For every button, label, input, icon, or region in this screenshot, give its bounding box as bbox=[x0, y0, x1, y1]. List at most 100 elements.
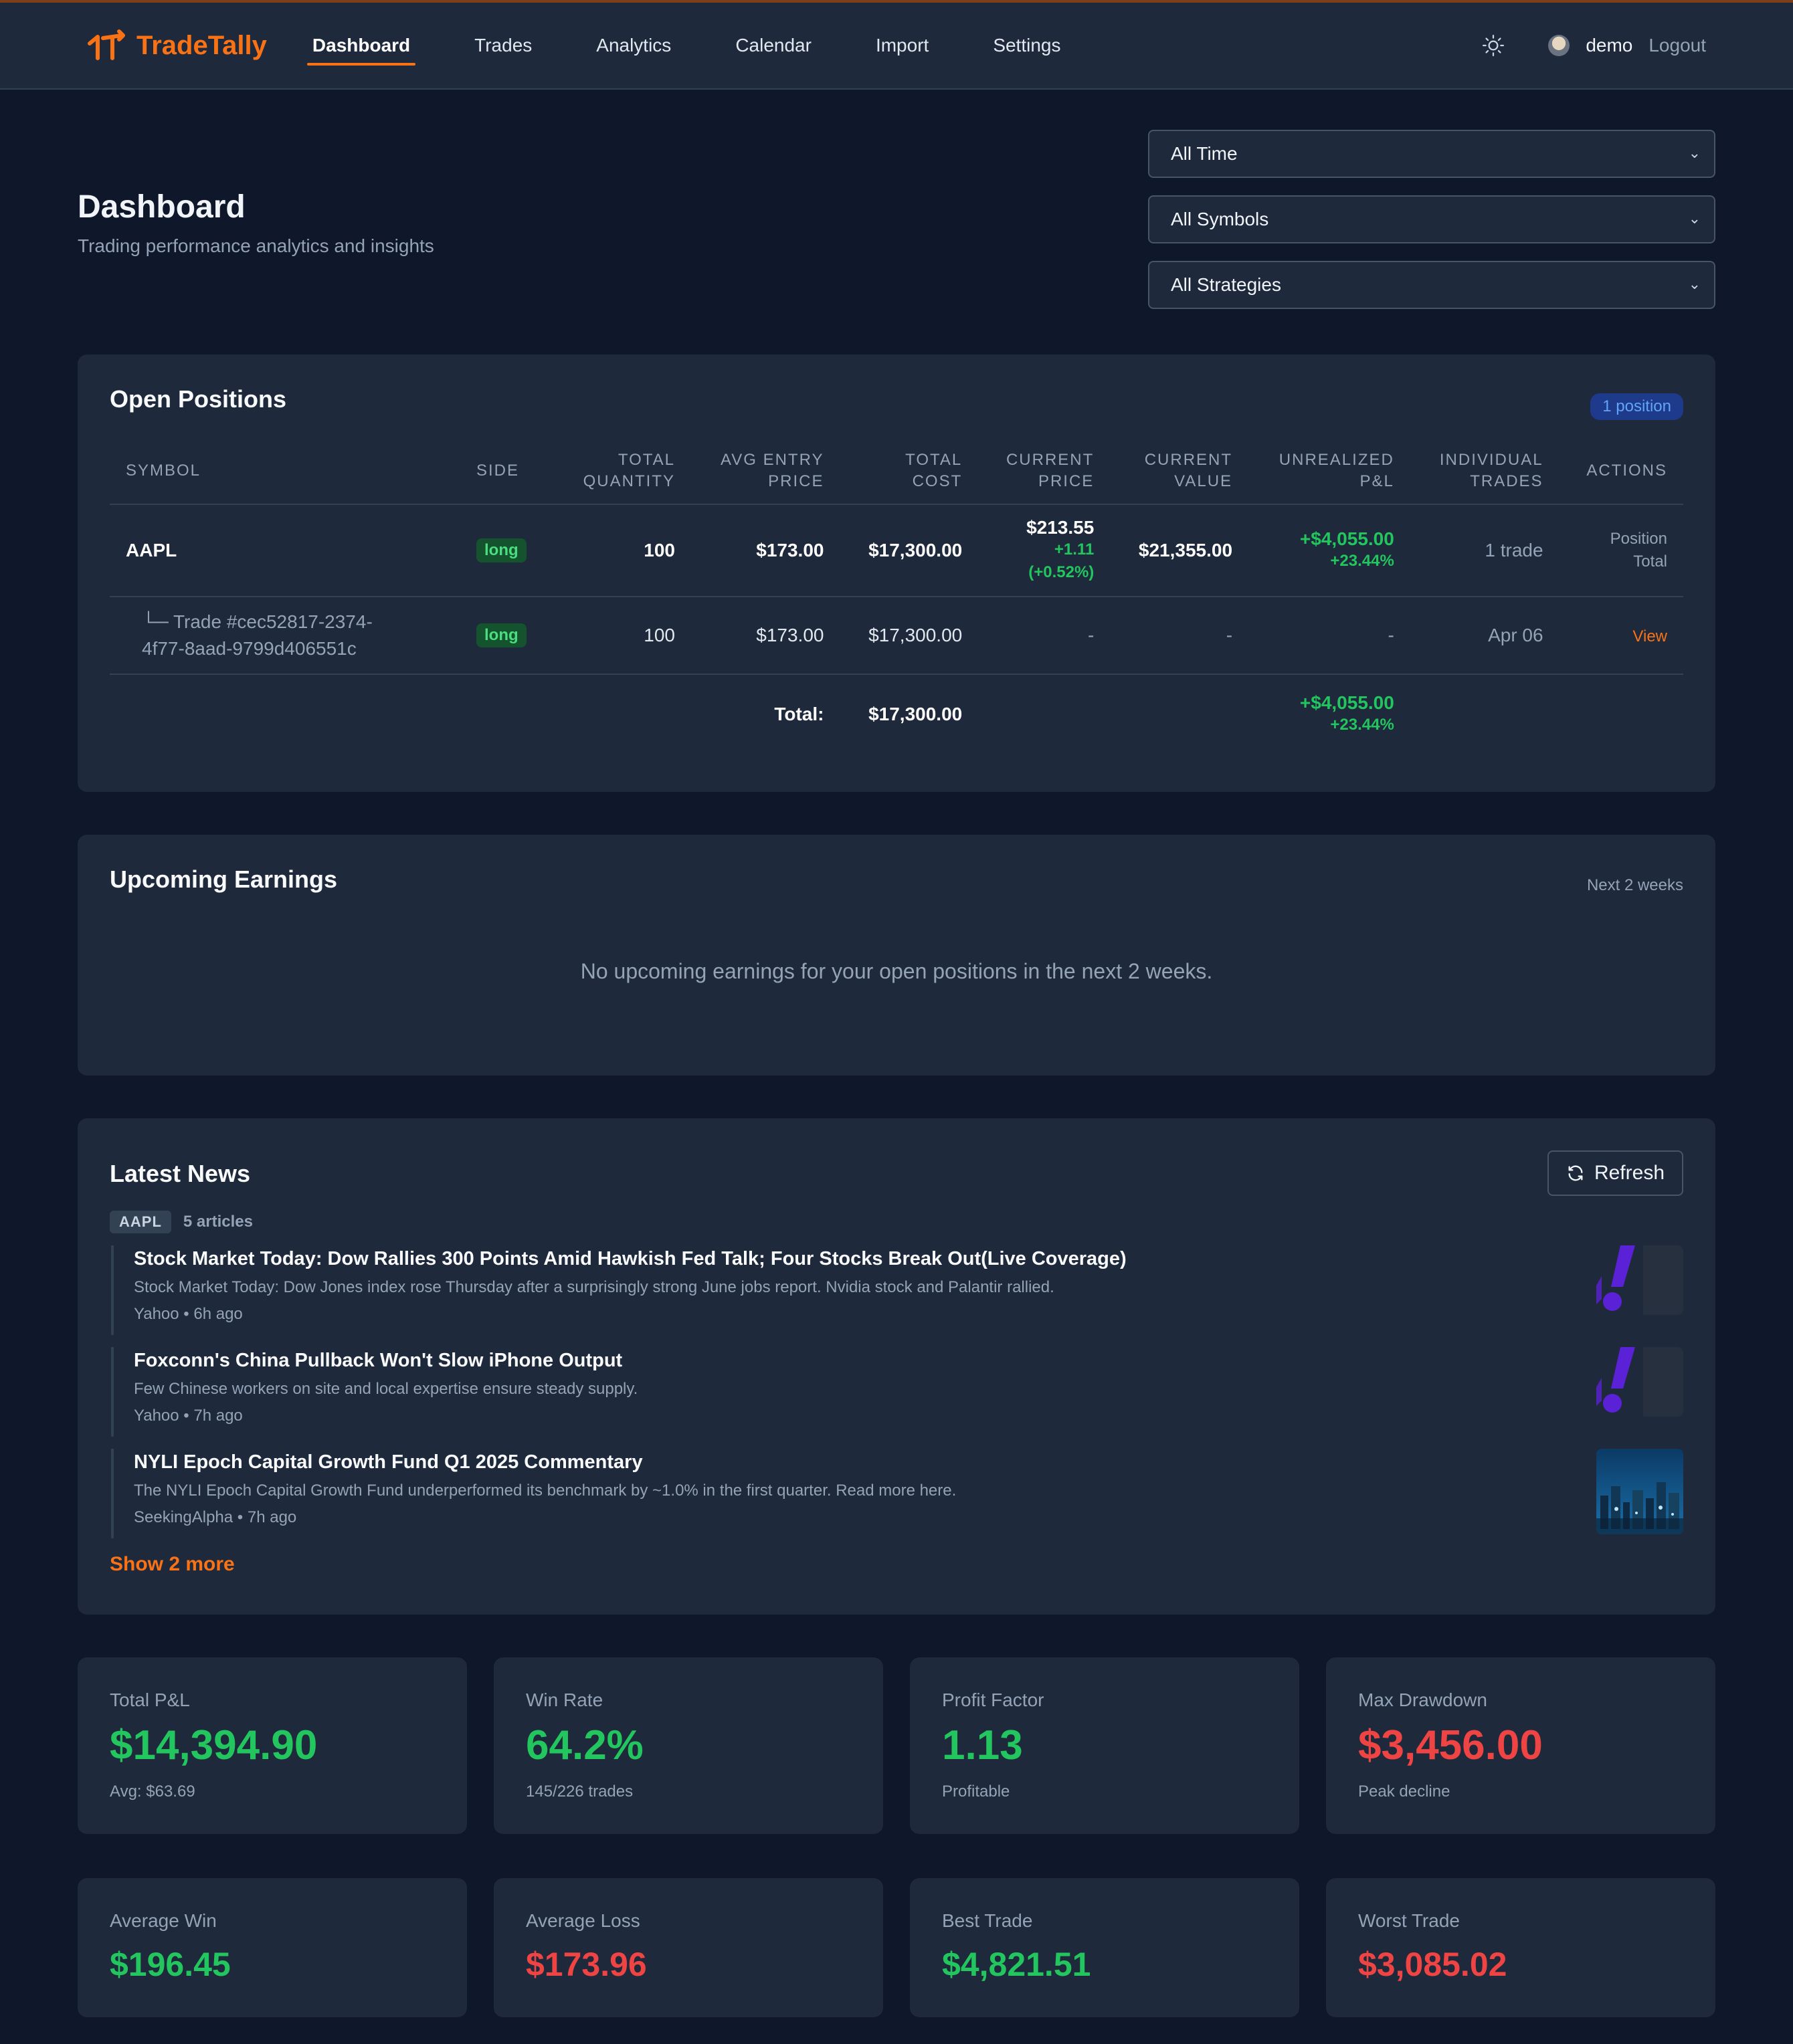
position-current-value: $21,355.00 bbox=[1138, 540, 1233, 560]
position-cost: $17,300.00 bbox=[868, 540, 963, 560]
trade-actions: View bbox=[1560, 597, 1683, 674]
positions-header-row: SYMBOL SIDE TOTAL QUANTITY AVG ENTRY PRICE… bbox=[110, 437, 1683, 504]
symbol-value: All Symbols bbox=[1171, 209, 1269, 229]
article-thumbnail[interactable] bbox=[1596, 1449, 1683, 1534]
latest-news-card: Latest News Refresh AAPL 5 articles Stoc… bbox=[78, 1118, 1715, 1615]
article-source: Yahoo • 6h ago bbox=[134, 1305, 243, 1323]
refresh-news-button[interactable]: Refresh bbox=[1547, 1150, 1683, 1196]
col-individual-trades[interactable]: INDIVIDUAL TRADES bbox=[1439, 450, 1543, 490]
sun-icon bbox=[1483, 34, 1505, 57]
news-symbol-group: AAPL 5 articles bbox=[110, 1211, 1683, 1233]
stat-win-rate: Win Rate 64.2% 145/226 trades bbox=[494, 1657, 883, 1834]
username[interactable]: demo bbox=[1586, 35, 1633, 56]
open-positions-title: Open Positions bbox=[110, 385, 287, 413]
article-source: SeekingAlpha • 7h ago bbox=[134, 1508, 297, 1526]
stat-average-loss: Average Loss $173.96 bbox=[494, 1878, 883, 2017]
news-article[interactable]: Stock Market Today: Dow Rallies 300 Poin… bbox=[111, 1245, 1683, 1335]
trade-date: Apr 06 bbox=[1488, 625, 1543, 645]
nav-analytics[interactable]: Analytics bbox=[596, 35, 672, 56]
trade-row[interactable]: └─ Trade #cec52817-2374- 4f77-8aad-9799d… bbox=[110, 597, 1683, 674]
symbol-select[interactable]: All Symbols ⌄ bbox=[1148, 195, 1715, 243]
article-thumbnail[interactable] bbox=[1596, 1245, 1683, 1315]
article-thumbnail[interactable] bbox=[1596, 1347, 1683, 1417]
col-side[interactable]: SIDE bbox=[476, 461, 520, 480]
upcoming-earnings-title: Upcoming Earnings bbox=[110, 865, 338, 893]
total-label: Total: bbox=[774, 703, 824, 724]
latest-news-title: Latest News bbox=[110, 1160, 251, 1187]
col-unrealized-pnl[interactable]: UNREALIZED P&L bbox=[1279, 450, 1394, 490]
stats-row-secondary: Average Win $196.45 Average Loss $173.96… bbox=[78, 1878, 1715, 2017]
show-more-news-link[interactable]: Show 2 more bbox=[110, 1553, 235, 1575]
position-current-price: $213.55 +1.11 (+0.52%) bbox=[1026, 517, 1095, 581]
logout-link[interactable]: Logout bbox=[1648, 35, 1706, 56]
refresh-label: Refresh bbox=[1594, 1162, 1665, 1184]
position-avg-price: $173.00 bbox=[756, 540, 824, 560]
strategy-value: All Strategies bbox=[1171, 274, 1281, 295]
news-article[interactable]: Foxconn's China Pullback Won't Slow iPho… bbox=[111, 1347, 1683, 1437]
col-total-quantity[interactable]: TOTAL QUANTITY bbox=[583, 450, 675, 490]
user-area: demo Logout bbox=[1479, 31, 1706, 60]
chevron-down-icon: ⌄ bbox=[1688, 276, 1701, 292]
article-description: Few Chinese workers on site and local ex… bbox=[134, 1380, 638, 1398]
upcoming-earnings-card: Upcoming Earnings Next 2 weeks No upcomi… bbox=[78, 835, 1715, 1076]
stat-worst-trade: Worst Trade $3,085.02 bbox=[1326, 1878, 1715, 2017]
trade-side: long bbox=[416, 597, 555, 674]
view-trade-link[interactable]: View bbox=[1632, 627, 1667, 645]
positions-table: SYMBOL SIDE TOTAL QUANTITY AVG ENTRY PRICE… bbox=[110, 437, 1683, 753]
article-description: Stock Market Today: Dow Jones index rose… bbox=[134, 1278, 1054, 1296]
theme-toggle-button[interactable] bbox=[1479, 31, 1508, 60]
position-qty: 100 bbox=[644, 540, 675, 560]
article-title[interactable]: Stock Market Today: Dow Rallies 300 Poin… bbox=[134, 1248, 1127, 1269]
brand-logo[interactable]: TradeTally bbox=[87, 29, 267, 62]
time-range-select[interactable]: All Time ⌄ bbox=[1148, 130, 1715, 178]
trade-current-price: - bbox=[1087, 625, 1095, 645]
news-symbol-tag[interactable]: AAPL bbox=[110, 1211, 171, 1233]
main-nav: Dashboard Trades Analytics Calendar Impo… bbox=[306, 29, 1066, 66]
nav-settings[interactable]: Settings bbox=[993, 35, 1061, 56]
positions-total-row: Total: $17,300.00 +$4,055.00 +23.44% bbox=[110, 674, 1683, 753]
nav-calendar[interactable]: Calendar bbox=[735, 35, 812, 56]
time-range-value: All Time bbox=[1171, 143, 1238, 164]
col-current-value[interactable]: CURRENT VALUE bbox=[1144, 450, 1233, 490]
user-avatar[interactable] bbox=[1548, 35, 1570, 56]
position-symbol: AAPL bbox=[126, 540, 177, 560]
page-header: Dashboard Trading performance analytics … bbox=[78, 90, 1715, 354]
earnings-range: Next 2 weeks bbox=[1586, 876, 1683, 894]
chevron-down-icon: ⌄ bbox=[1688, 210, 1701, 227]
stat-max-drawdown: Max Drawdown $3,456.00 Peak decline bbox=[1326, 1657, 1715, 1834]
position-row[interactable]: AAPL long 100 $173.00 $17,300.00 $213.55… bbox=[110, 504, 1683, 597]
nav-import[interactable]: Import bbox=[875, 35, 929, 56]
navbar: TradeTally Dashboard Trades Analytics Ca… bbox=[0, 3, 1793, 90]
col-avg-entry-price[interactable]: AVG ENTRY PRICE bbox=[721, 450, 824, 490]
stat-average-win: Average Win $196.45 bbox=[78, 1878, 467, 2017]
total-cost: $17,300.00 bbox=[868, 703, 963, 724]
trend-logo-icon bbox=[88, 29, 125, 60]
open-positions-card: Open Positions 1 position SYMBOL SIDE TO… bbox=[78, 354, 1715, 792]
stat-total-pnl: Total P&L $14,394.90 Avg: $63.69 bbox=[78, 1657, 467, 1834]
brand-name: TradeTally bbox=[136, 30, 267, 60]
stat-best-trade: Best Trade $4,821.51 bbox=[910, 1878, 1299, 2017]
strategy-select[interactable]: All Strategies ⌄ bbox=[1148, 261, 1715, 309]
col-total-cost[interactable]: TOTAL COST bbox=[905, 450, 963, 490]
nav-dashboard[interactable]: Dashboard bbox=[306, 29, 416, 66]
nav-trades[interactable]: Trades bbox=[474, 35, 533, 56]
position-actions: Position Total bbox=[1610, 530, 1667, 571]
positions-count-badge: 1 position bbox=[1590, 393, 1683, 420]
article-description: The NYLI Epoch Capital Growth Fund under… bbox=[134, 1481, 957, 1500]
col-symbol[interactable]: SYMBOL bbox=[126, 461, 201, 480]
position-side: long bbox=[416, 504, 555, 597]
col-actions: ACTIONS bbox=[1586, 461, 1667, 480]
refresh-icon bbox=[1568, 1165, 1583, 1181]
trade-current-value: - bbox=[1226, 625, 1233, 645]
article-title[interactable]: Foxconn's China Pullback Won't Slow iPho… bbox=[134, 1350, 623, 1371]
filters: All Time ⌄ All Symbols ⌄ All Strategies … bbox=[1148, 130, 1715, 309]
article-title[interactable]: NYLI Epoch Capital Growth Fund Q1 2025 C… bbox=[134, 1451, 643, 1473]
earnings-empty-message: No upcoming earnings for your open posit… bbox=[580, 959, 1213, 983]
col-current-price[interactable]: CURRENT PRICE bbox=[1006, 450, 1095, 490]
trade-id: └─ Trade #cec52817-2374- 4f77-8aad-9799d… bbox=[142, 611, 373, 659]
news-article[interactable]: NYLI Epoch Capital Growth Fund Q1 2025 C… bbox=[111, 1449, 1683, 1538]
total-unrealized-pnl: +$4,055.00 +23.44% bbox=[1299, 692, 1394, 734]
trade-cost: $17,300.00 bbox=[868, 625, 963, 645]
chevron-down-icon: ⌄ bbox=[1688, 144, 1701, 161]
page-title: Dashboard bbox=[78, 189, 246, 225]
